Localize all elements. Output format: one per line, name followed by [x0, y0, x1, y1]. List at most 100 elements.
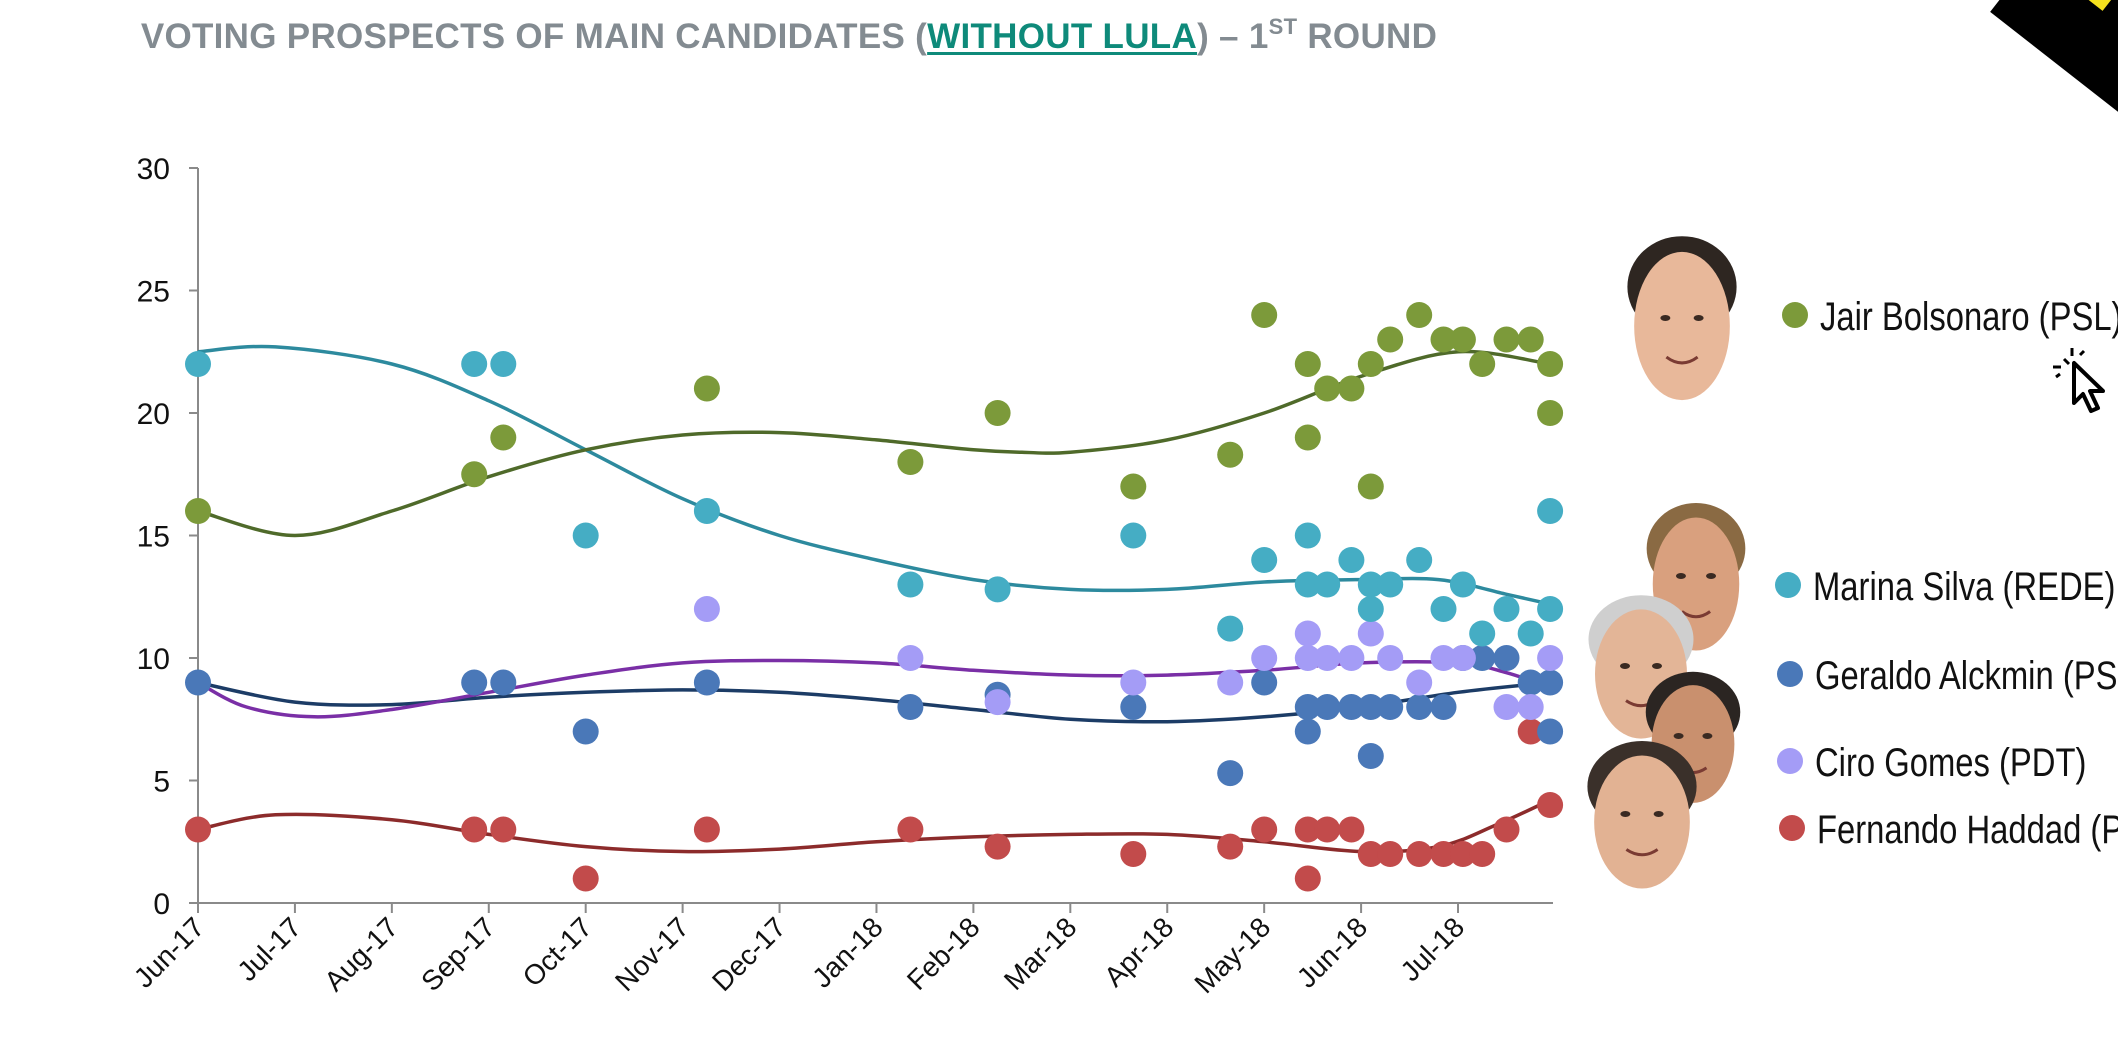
- point-geraldo-alckmin-psdb: [1294, 694, 1321, 720]
- point-geraldo-alckmin-psdb: [1357, 743, 1384, 769]
- point-geraldo-alckmin-psdb: [1217, 760, 1244, 787]
- point-fernando-haddad-pt: [1469, 841, 1496, 867]
- portrait-jair-bolsonaro-face: [1634, 251, 1730, 401]
- point-fernando-haddad-pt: [572, 865, 599, 892]
- point-fernando-haddad-pt: [1251, 816, 1278, 843]
- point-geraldo-alckmin-psdb: [1251, 669, 1278, 696]
- point-ciro-gomes-pdt: [1338, 645, 1365, 671]
- point-jair-bolsonaro-psl: [1294, 424, 1321, 451]
- point-ciro-gomes-pdt: [1430, 645, 1457, 671]
- chart-legend: Jair Bolsonaro (PSL) Marina Silva (REDE) G…: [1775, 294, 2118, 852]
- y-tick-label: 25: [137, 276, 170, 309]
- point-jair-bolsonaro-psl: [1377, 326, 1404, 353]
- chart-title: VOTING PROSPECTS OF MAIN CANDIDATES (WIT…: [141, 14, 1437, 57]
- point-ciro-gomes-pdt: [693, 596, 720, 622]
- point-marina-silva-rede: [1406, 547, 1433, 573]
- x-tick-label: Aug-17: [318, 911, 404, 997]
- chart-points: [185, 302, 1564, 892]
- x-tick-label: Nov-17: [609, 911, 695, 997]
- point-jair-bolsonaro-psl: [693, 375, 720, 402]
- point-ciro-gomes-pdt: [897, 645, 924, 671]
- point-ciro-gomes-pdt: [1314, 645, 1341, 671]
- point-fernando-haddad-pt: [1430, 841, 1457, 867]
- point-fernando-haddad-pt: [1406, 841, 1433, 867]
- point-geraldo-alckmin-psdb: [1314, 694, 1341, 720]
- legend-label-jair-bolsonaro-psl: Jair Bolsonaro (PSL): [1820, 294, 2118, 339]
- title-wrap: VOTING PROSPECTS OF MAIN CANDIDATES (WIT…: [0, 14, 2118, 57]
- point-ciro-gomes-pdt: [1517, 694, 1544, 720]
- point-marina-silva-rede: [897, 571, 924, 598]
- point-geraldo-alckmin-psdb: [1469, 645, 1496, 671]
- portrait-marina-silva-eye-right: [1706, 573, 1717, 579]
- point-marina-silva-rede: [1314, 571, 1341, 598]
- point-ciro-gomes-pdt: [984, 689, 1011, 716]
- title-superscript: ST: [1268, 14, 1298, 39]
- title-part3: ROUND: [1297, 17, 1438, 56]
- candidate-portraits: [1587, 236, 1746, 889]
- portrait-jair-bolsonaro-eye-right: [1693, 315, 1704, 321]
- portrait-fernando-haddad-face: [1594, 755, 1690, 889]
- point-marina-silva-rede: [693, 498, 720, 524]
- point-jair-bolsonaro-psl: [1469, 351, 1496, 377]
- point-geraldo-alckmin-psdb: [1517, 669, 1544, 696]
- point-marina-silva-rede: [1469, 620, 1496, 647]
- point-marina-silva-rede: [490, 351, 517, 377]
- portrait-marina-silva-mouth: [1681, 610, 1711, 619]
- point-geraldo-alckmin-psdb: [572, 718, 599, 745]
- point-marina-silva-rede: [1449, 571, 1476, 598]
- x-tick-label: Apr-18: [1098, 911, 1179, 992]
- y-tick-label: 10: [137, 643, 170, 676]
- point-marina-silva-rede: [1493, 596, 1520, 622]
- point-marina-silva-rede: [1430, 596, 1457, 622]
- point-fernando-haddad-pt: [1449, 841, 1476, 867]
- x-tick-label: Jun-18: [1291, 911, 1373, 993]
- x-tick-label: May-18: [1188, 911, 1276, 999]
- y-tick-label: 5: [153, 766, 170, 799]
- point-ciro-gomes-pdt: [1357, 620, 1384, 647]
- point-marina-silva-rede: [1217, 615, 1244, 642]
- point-ciro-gomes-pdt: [1377, 645, 1404, 671]
- point-jair-bolsonaro-psl: [1449, 326, 1476, 353]
- portrait-jair-bolsonaro-mouth: [1665, 355, 1699, 365]
- point-marina-silva-rede: [1517, 620, 1544, 647]
- point-geraldo-alckmin-psdb: [1294, 718, 1321, 745]
- point-geraldo-alckmin-psdb: [1493, 645, 1520, 671]
- point-ciro-gomes-pdt: [1537, 645, 1564, 671]
- point-marina-silva-rede: [1251, 547, 1278, 573]
- point-marina-silva-rede: [1357, 596, 1384, 622]
- chart-axes: 0 5 10 15 20 25 30 Jun-17 Jul-17 Aug-17 Sep-17 Oct-…: [128, 153, 1553, 999]
- x-tick-label: Jul-18: [1394, 911, 1470, 987]
- portrait-marina-silva-eye-left: [1675, 573, 1686, 579]
- point-marina-silva-rede: [1537, 498, 1564, 524]
- point-marina-silva-rede: [1120, 522, 1147, 549]
- point-ciro-gomes-pdt: [1493, 694, 1520, 720]
- point-geraldo-alckmin-psdb: [461, 669, 488, 696]
- point-fernando-haddad-pt: [693, 816, 720, 843]
- point-jair-bolsonaro-psl: [1294, 351, 1321, 377]
- point-geraldo-alckmin-psdb: [1377, 694, 1404, 720]
- point-jair-bolsonaro-psl: [897, 449, 924, 475]
- point-geraldo-alckmin-psdb: [897, 694, 924, 720]
- portrait-fernando-haddad-mouth: [1625, 848, 1659, 857]
- title-highlight: WITHOUT LULA: [927, 17, 1198, 56]
- point-fernando-haddad-pt: [185, 816, 211, 843]
- point-marina-silva-rede: [1537, 596, 1564, 622]
- point-fernando-haddad-pt: [1338, 816, 1365, 843]
- point-jair-bolsonaro-psl: [1217, 441, 1244, 468]
- y-tick-label: 20: [137, 398, 170, 431]
- point-ciro-gomes-pdt: [1449, 645, 1476, 671]
- x-tick-label: Jul-17: [231, 911, 307, 987]
- chart-trendlines: [197, 344, 1551, 854]
- point-fernando-haddad-pt: [1537, 792, 1564, 818]
- point-jair-bolsonaro-psl: [1314, 375, 1341, 402]
- trendline-ciro-gomes-pdt: [197, 658, 1551, 719]
- point-marina-silva-rede: [1377, 571, 1404, 598]
- x-tick-label: Feb-18: [901, 911, 986, 996]
- legend-label-ciro-gomes-pdt: Ciro Gomes (PDT): [1815, 740, 2086, 785]
- legend-marker-geraldo-alckmin-psdb: [1777, 661, 1803, 687]
- point-fernando-haddad-pt: [1357, 841, 1384, 867]
- point-fernando-haddad-pt: [1377, 841, 1404, 867]
- portrait-fernando-haddad-eye-left: [1620, 811, 1631, 817]
- portrait-geraldo-alckmin-eye-right: [1652, 663, 1662, 669]
